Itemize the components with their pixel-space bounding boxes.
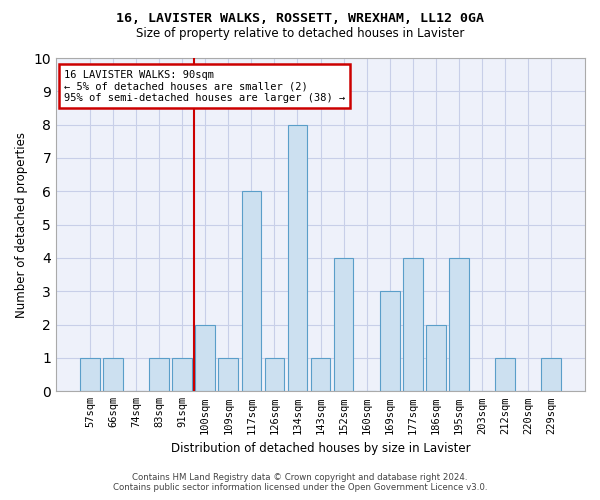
Text: Contains HM Land Registry data © Crown copyright and database right 2024.
Contai: Contains HM Land Registry data © Crown c…	[113, 473, 487, 492]
Bar	[426, 324, 446, 392]
Text: Size of property relative to detached houses in Lavister: Size of property relative to detached ho…	[136, 28, 464, 40]
Bar	[287, 124, 307, 392]
Bar	[218, 358, 238, 392]
Text: 16, LAVISTER WALKS, ROSSETT, WREXHAM, LL12 0GA: 16, LAVISTER WALKS, ROSSETT, WREXHAM, LL…	[116, 12, 484, 26]
Bar	[495, 358, 515, 392]
Bar	[149, 358, 169, 392]
Bar	[172, 358, 192, 392]
Bar	[541, 358, 561, 392]
Bar	[103, 358, 123, 392]
Bar	[403, 258, 422, 392]
Bar	[311, 358, 331, 392]
Bar	[334, 258, 353, 392]
X-axis label: Distribution of detached houses by size in Lavister: Distribution of detached houses by size …	[171, 442, 470, 455]
Text: 16 LAVISTER WALKS: 90sqm
← 5% of detached houses are smaller (2)
95% of semi-det: 16 LAVISTER WALKS: 90sqm ← 5% of detache…	[64, 70, 345, 103]
Bar	[449, 258, 469, 392]
Bar	[242, 192, 261, 392]
Bar	[265, 358, 284, 392]
Bar	[380, 292, 400, 392]
Y-axis label: Number of detached properties: Number of detached properties	[15, 132, 28, 318]
Bar	[196, 324, 215, 392]
Bar	[80, 358, 100, 392]
